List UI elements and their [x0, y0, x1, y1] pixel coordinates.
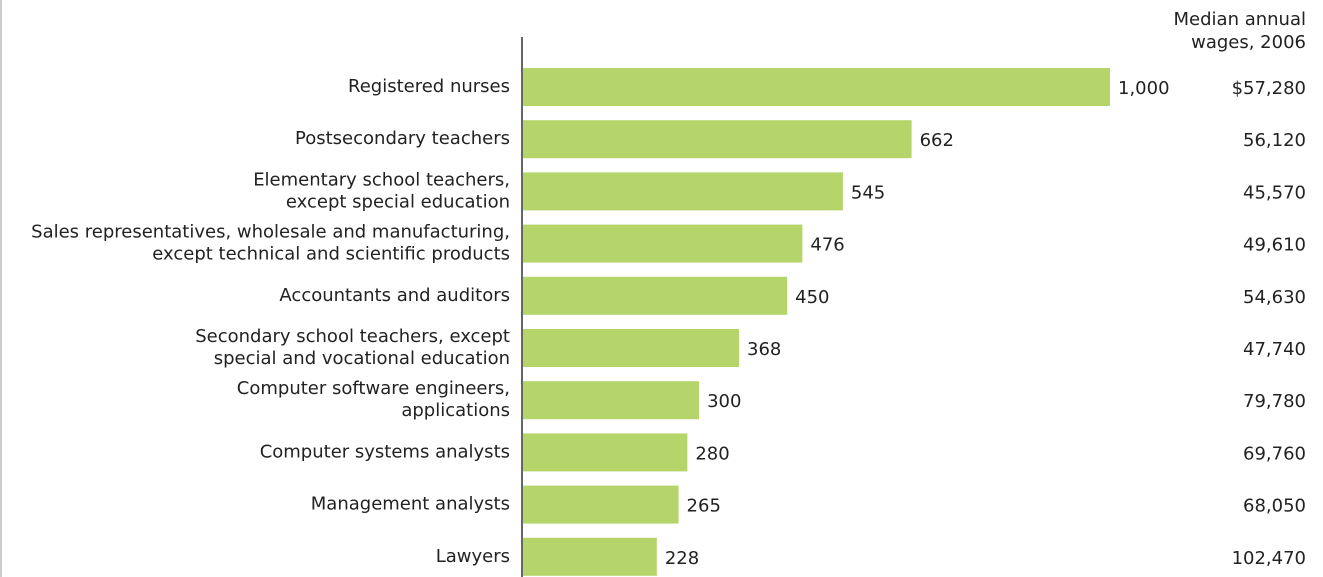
wage-label: 69,760: [1243, 443, 1306, 464]
column-header: wages, 2006: [1191, 32, 1306, 53]
value-label: 450: [795, 287, 829, 308]
bar: [523, 276, 788, 315]
bar: [523, 172, 843, 211]
value-label: 662: [920, 130, 954, 151]
value-label: 300: [707, 391, 741, 412]
bar: [523, 120, 912, 159]
category-label: Sales representatives, wholesale and man…: [31, 222, 510, 243]
wage-label: 102,470: [1232, 548, 1306, 569]
wage-label: 49,610: [1243, 235, 1306, 256]
bar: [523, 329, 740, 367]
value-label: 265: [687, 496, 721, 517]
column-header: Median annual: [1174, 9, 1306, 30]
wage-label: 79,780: [1243, 391, 1306, 412]
category-label: applications: [401, 400, 510, 421]
category-label: Elementary school teachers,: [253, 169, 510, 190]
bar: [523, 433, 688, 472]
bar: [523, 68, 1110, 106]
category-label: Accountants and auditors: [279, 285, 510, 306]
category-label: except special education: [286, 191, 510, 212]
category-label: Lawyers: [436, 546, 510, 567]
value-label: 368: [747, 339, 781, 360]
wage-label: $57,280: [1232, 78, 1306, 99]
bar: [523, 485, 679, 524]
category-label: Secondary school teachers, except: [195, 326, 510, 347]
bar: [523, 537, 657, 576]
wage-label: 45,570: [1243, 182, 1306, 203]
value-label: 280: [695, 443, 729, 464]
category-label: except technical and scientific products: [152, 244, 510, 265]
category-label: Management analysts: [311, 494, 510, 515]
wage-label: 54,630: [1243, 287, 1306, 308]
wage-label: 68,050: [1243, 496, 1306, 517]
wage-label: 56,120: [1243, 130, 1306, 151]
wage-label: 47,740: [1243, 339, 1306, 360]
value-label: 545: [851, 182, 885, 203]
bar: [523, 381, 700, 420]
value-label: 476: [810, 235, 844, 256]
category-label: Postsecondary teachers: [295, 128, 510, 149]
value-label: 228: [665, 548, 699, 569]
value-label: 1,000: [1118, 78, 1170, 99]
bar: [523, 224, 803, 263]
category-label: Registered nurses: [348, 76, 510, 97]
category-label: Computer systems analysts: [260, 441, 510, 462]
category-label: Computer software engineers,: [237, 378, 510, 399]
category-label: special and vocational education: [214, 348, 510, 369]
